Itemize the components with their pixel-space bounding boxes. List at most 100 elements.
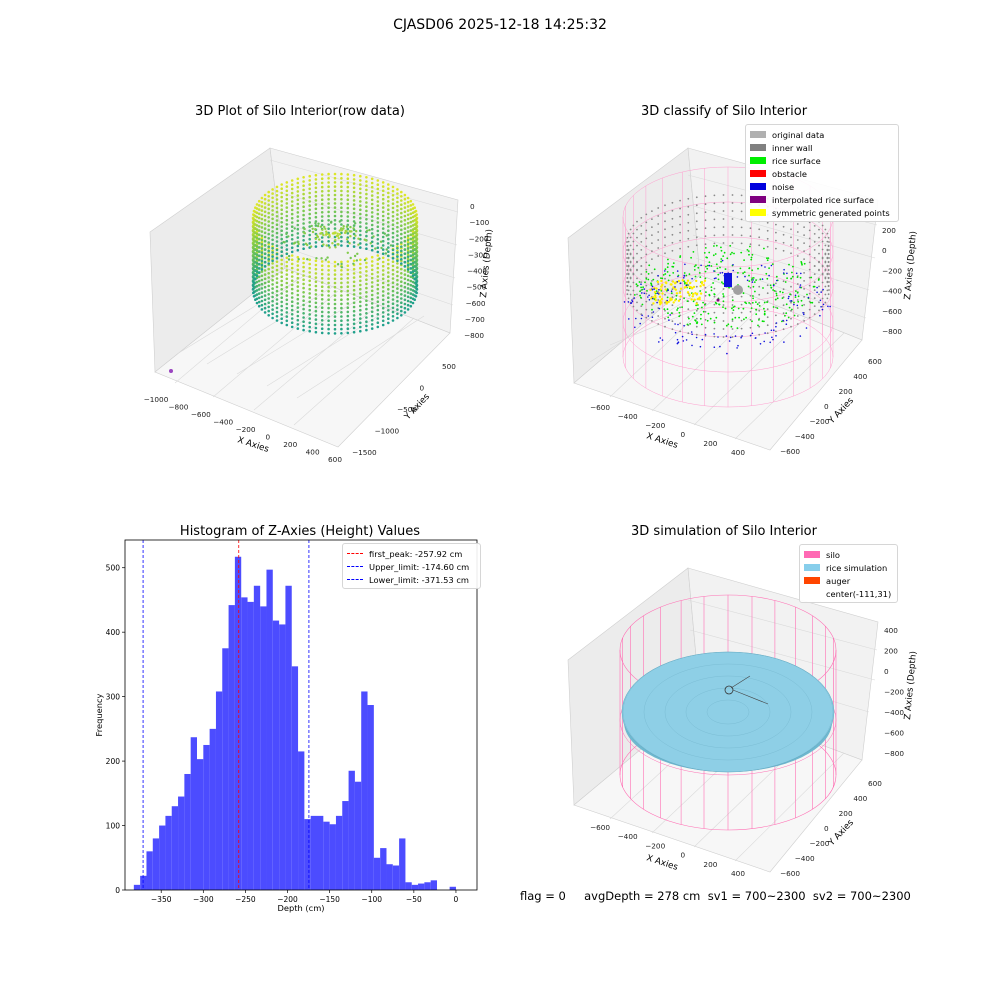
histogram-bar (178, 797, 184, 890)
legend-entry: Lower_limit: -371.53 cm (347, 573, 476, 586)
legend-entry: obstacle (750, 167, 894, 180)
histogram-bar (203, 745, 209, 890)
legend-swatch (804, 564, 820, 571)
classify-x-tick: −600 (590, 403, 610, 412)
raw-z-tick: 0 (470, 202, 475, 211)
histogram-bar (412, 885, 418, 890)
histogram-bar (159, 826, 165, 890)
histogram-y-tick: 100 (106, 822, 121, 831)
classify-z-tick: −800 (882, 327, 902, 336)
legend-entry: silo (804, 548, 893, 561)
simulation-x-tick: −600 (590, 823, 610, 832)
histogram-x-tick: −250 (235, 895, 256, 904)
simulation-z-tick: 0 (884, 667, 889, 676)
histogram-bar (292, 666, 298, 890)
histogram-x-tick: −50 (406, 895, 422, 904)
legend-label: rice surface (772, 156, 821, 166)
classify-x-tick: 0 (680, 430, 685, 439)
histogram-bar (146, 851, 152, 890)
histogram-bar (254, 586, 260, 890)
simulation-xlabel: X Axies (645, 853, 679, 873)
histogram-x-tick: −300 (193, 895, 214, 904)
simulation-y-tick: 0 (824, 824, 829, 833)
raw-x-tick: −600 (191, 410, 211, 419)
histogram-bars (134, 557, 456, 890)
histogram-bar (323, 822, 329, 890)
classify-y-tick: −400 (795, 432, 815, 441)
legend-swatch (347, 553, 363, 554)
classify-y-tick: 400 (853, 372, 867, 381)
histogram-bar (374, 858, 380, 890)
raw-y-tick: −1000 (375, 427, 400, 436)
legend-label: obstacle (772, 169, 807, 179)
histogram-bar (153, 838, 159, 890)
legend-label: noise (772, 182, 794, 192)
legend-swatch (750, 170, 766, 177)
histogram-bar (380, 848, 386, 890)
simulation-x-tick: −400 (618, 832, 638, 841)
histogram-bar (222, 648, 228, 890)
simulation-legend: silo rice simulation auger center(-111,31) (799, 544, 898, 603)
histogram-axes: −350 −300 −250 −200 −150 −100 −50 0 01002003004… (94, 540, 477, 913)
histogram-bar (336, 816, 342, 890)
histogram-bar (266, 570, 272, 890)
histogram-y-tick: 0 (115, 886, 120, 895)
simulation-x-tick: −200 (645, 841, 665, 850)
histogram-bar (405, 882, 411, 890)
histogram-bar (450, 887, 456, 890)
classify-z-tick: −600 (882, 307, 902, 316)
histogram-bar (134, 885, 140, 890)
legend-label: first_peak: -257.92 cm (369, 549, 462, 559)
classify-xlabel: X Axies (645, 431, 679, 451)
histogram-xlabel: Depth (cm) (277, 903, 324, 913)
classify-y-tick: 200 (839, 387, 853, 396)
legend-entry: first_peak: -257.92 cm (347, 547, 476, 560)
histogram-bar (330, 824, 336, 890)
legend-swatch (750, 209, 766, 216)
simulation-y-tick: 600 (868, 779, 882, 788)
status-footer: flag = 0 avgDepth = 278 cm sv1 = 700~230… (520, 889, 911, 903)
histogram-bar (424, 882, 430, 890)
legend-entry: interpolated rice surface (750, 193, 894, 206)
simulation-y-tick: 200 (839, 809, 853, 818)
legend-label: silo (826, 550, 840, 560)
raw-z-tick: −100 (469, 218, 489, 227)
simulation-x-tick: 400 (731, 869, 745, 878)
raw-x-tick: 200 (283, 440, 297, 449)
simulation-x-tick: 200 (703, 860, 717, 869)
histogram-bar (216, 691, 222, 890)
legend-swatch (804, 577, 820, 584)
legend-swatch (804, 590, 820, 597)
legend-label: interpolated rice surface (772, 195, 874, 205)
histogram-legend: first_peak: -257.92 cm Upper_limit: -174.… (342, 543, 481, 589)
histogram-bar (229, 605, 235, 890)
histogram-y-tick: 400 (106, 628, 121, 637)
classify-y-tick: −600 (780, 447, 800, 456)
histogram-bar (210, 729, 216, 890)
simulation-z-tick: 400 (884, 626, 898, 635)
histogram-bar (298, 751, 304, 890)
simulation-x-tick: 0 (680, 851, 685, 860)
histogram-bar (172, 806, 178, 890)
histogram-bar (191, 737, 197, 890)
legend-label: auger (826, 576, 850, 586)
histogram-bar (285, 586, 291, 890)
legend-label: rice simulation (826, 563, 887, 573)
histogram-bar (317, 816, 323, 890)
legend-label: symmetric generated points (772, 208, 890, 218)
classify-x-tick: −200 (645, 421, 665, 430)
legend-swatch (750, 144, 766, 151)
legend-label: Upper_limit: -174.60 cm (369, 562, 469, 572)
simulation-ylabel: Y Axies (826, 818, 856, 849)
simulation-z-tick: −600 (884, 729, 904, 738)
simulation-z-tick: −400 (884, 708, 904, 717)
histogram-bar (361, 691, 367, 890)
histogram-bar (386, 864, 392, 890)
raw-x-tick: −400 (213, 418, 233, 427)
histogram-bar (431, 880, 437, 890)
classify-z-tick: 0 (882, 246, 887, 255)
simulation-y-tick: −600 (780, 869, 800, 878)
legend-entry: symmetric generated points (750, 206, 894, 219)
legend-entry: rice simulation (804, 561, 893, 574)
classify-x-tick: 200 (703, 439, 717, 448)
